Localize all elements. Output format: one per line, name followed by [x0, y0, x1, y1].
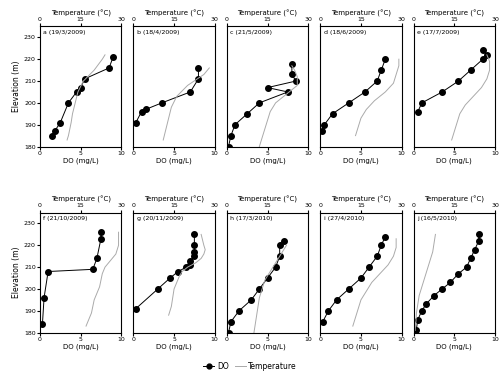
X-axis label: Temperature (°C): Temperature (°C)	[424, 9, 484, 17]
X-axis label: DO (mg/L): DO (mg/L)	[343, 158, 379, 164]
X-axis label: DO (mg/L): DO (mg/L)	[250, 344, 286, 350]
X-axis label: DO (mg/L): DO (mg/L)	[156, 158, 192, 164]
X-axis label: Temperature (°C): Temperature (°C)	[50, 195, 110, 203]
X-axis label: Temperature (°C): Temperature (°C)	[331, 195, 391, 203]
Legend: DO, Temperature: DO, Temperature	[200, 359, 300, 374]
Text: i (27/4/2010): i (27/4/2010)	[324, 216, 364, 221]
Text: c (21/5/2009): c (21/5/2009)	[230, 30, 272, 35]
Text: b (18/4/2009): b (18/4/2009)	[136, 30, 179, 35]
X-axis label: DO (mg/L): DO (mg/L)	[436, 344, 472, 350]
X-axis label: Temperature (°C): Temperature (°C)	[144, 195, 204, 203]
X-axis label: DO (mg/L): DO (mg/L)	[63, 158, 98, 164]
Text: f (21/10/2009): f (21/10/2009)	[44, 216, 88, 221]
X-axis label: Temperature (°C): Temperature (°C)	[238, 9, 298, 17]
Text: a (19/3/2009): a (19/3/2009)	[44, 30, 86, 35]
Y-axis label: Elevation (m): Elevation (m)	[12, 61, 21, 112]
Text: g (20/11/2009): g (20/11/2009)	[136, 216, 183, 221]
Text: j (16/5/2010): j (16/5/2010)	[417, 216, 457, 221]
X-axis label: Temperature (°C): Temperature (°C)	[238, 195, 298, 203]
X-axis label: Temperature (°C): Temperature (°C)	[424, 195, 484, 203]
Y-axis label: Elevation (m): Elevation (m)	[12, 247, 21, 298]
Text: h (17/3/2010): h (17/3/2010)	[230, 216, 272, 221]
X-axis label: DO (mg/L): DO (mg/L)	[63, 344, 98, 350]
X-axis label: Temperature (°C): Temperature (°C)	[50, 9, 110, 17]
X-axis label: Temperature (°C): Temperature (°C)	[331, 9, 391, 17]
Text: e (17/7/2009): e (17/7/2009)	[417, 30, 460, 35]
Text: d (18/6/2009): d (18/6/2009)	[324, 30, 366, 35]
X-axis label: DO (mg/L): DO (mg/L)	[343, 344, 379, 350]
X-axis label: DO (mg/L): DO (mg/L)	[156, 344, 192, 350]
X-axis label: DO (mg/L): DO (mg/L)	[250, 158, 286, 164]
X-axis label: DO (mg/L): DO (mg/L)	[436, 158, 472, 164]
X-axis label: Temperature (°C): Temperature (°C)	[144, 9, 204, 17]
